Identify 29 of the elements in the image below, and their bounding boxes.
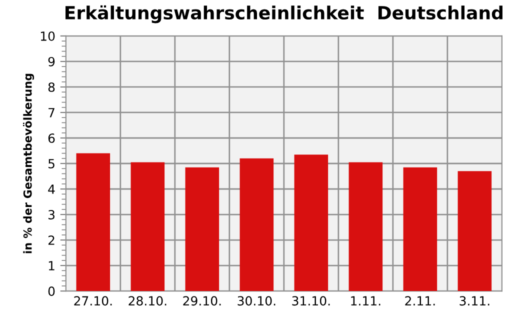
bar <box>348 162 383 292</box>
x-tick-label: 27.10. <box>74 296 112 306</box>
bar <box>76 153 110 292</box>
x-tick-label: 31.10. <box>292 296 330 306</box>
bar <box>458 171 492 292</box>
y-tick-label: 9 <box>48 56 55 66</box>
y-tick-label: 5 <box>48 159 54 168</box>
y-tick-label: 8 <box>48 82 55 92</box>
x-tick-label: 29.10. <box>183 296 221 306</box>
bar <box>403 167 438 292</box>
y-tick-label: 3 <box>48 210 54 220</box>
bar <box>294 154 328 292</box>
chart-title: Erkältungswahrscheinlichkeit Deutschland <box>66 5 502 24</box>
x-tick-label: 30.10. <box>238 296 276 306</box>
bar <box>240 158 274 292</box>
y-tick-label: 6 <box>48 133 55 143</box>
y-tick-label: 10 <box>40 31 55 41</box>
x-tick-label: 2.11. <box>405 296 435 306</box>
x-tick-label: 1.11. <box>351 296 380 306</box>
y-tick-label: 7 <box>48 108 54 118</box>
bar <box>185 167 220 292</box>
x-tick-label: 28.10. <box>128 296 166 306</box>
y-tick-label: 2 <box>48 235 54 245</box>
y-tick-label: 4 <box>48 184 55 194</box>
x-tick-label: 3.11. <box>460 296 490 306</box>
y-tick-label: 0 <box>48 286 55 296</box>
bar <box>130 162 165 292</box>
y-tick-label: 1 <box>48 261 54 270</box>
y-axis-title: in % der Gesamtbevölkerung <box>23 74 34 254</box>
